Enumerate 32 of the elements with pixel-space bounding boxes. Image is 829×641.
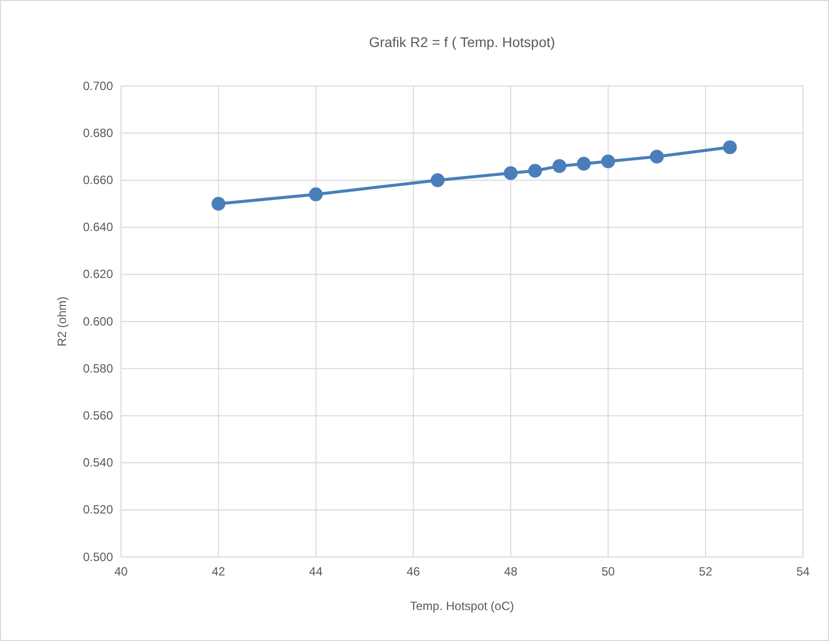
point <box>528 164 542 178</box>
x-tick-label: 50 <box>601 564 616 579</box>
x-axis-title: Temp. Hotspot (oC) <box>410 599 514 613</box>
point <box>504 166 518 180</box>
y-tick-label: 0.640 <box>82 220 114 234</box>
y-tick-label: 0.500 <box>82 550 114 564</box>
x-tick-label: 52 <box>698 564 713 579</box>
point <box>552 159 566 173</box>
point <box>576 156 591 171</box>
point <box>723 140 737 154</box>
y-tick-label: 0.700 <box>82 78 114 93</box>
x-tick-label: 48 <box>504 564 518 579</box>
point <box>601 154 616 168</box>
y-tick-label: 0.540 <box>82 456 114 470</box>
y-tick-label: 0.580 <box>82 361 114 376</box>
point <box>430 173 445 188</box>
x-tick-label: 42 <box>212 564 226 579</box>
point <box>650 150 664 164</box>
y-tick-label: 0.620 <box>82 267 114 282</box>
x-tick-label: 46 <box>406 564 420 579</box>
y-tick-label: 0.560 <box>82 408 114 423</box>
point <box>308 187 323 202</box>
y-tick-label: 0.680 <box>82 126 114 140</box>
x-tick-label: 40 <box>114 564 128 579</box>
x-tick-label: 44 <box>309 564 323 579</box>
y-tick-label: 0.520 <box>82 502 114 517</box>
chart-title: Grafik R2 = f ( Temp. Hotspot) <box>368 34 556 50</box>
x-tick-label: 54 <box>796 564 810 579</box>
point <box>212 196 226 211</box>
y-axis-title: R2 (ohm) <box>55 296 69 347</box>
y-tick-label: 0.660 <box>82 173 114 188</box>
y-tick-label: 0.600 <box>82 314 114 328</box>
